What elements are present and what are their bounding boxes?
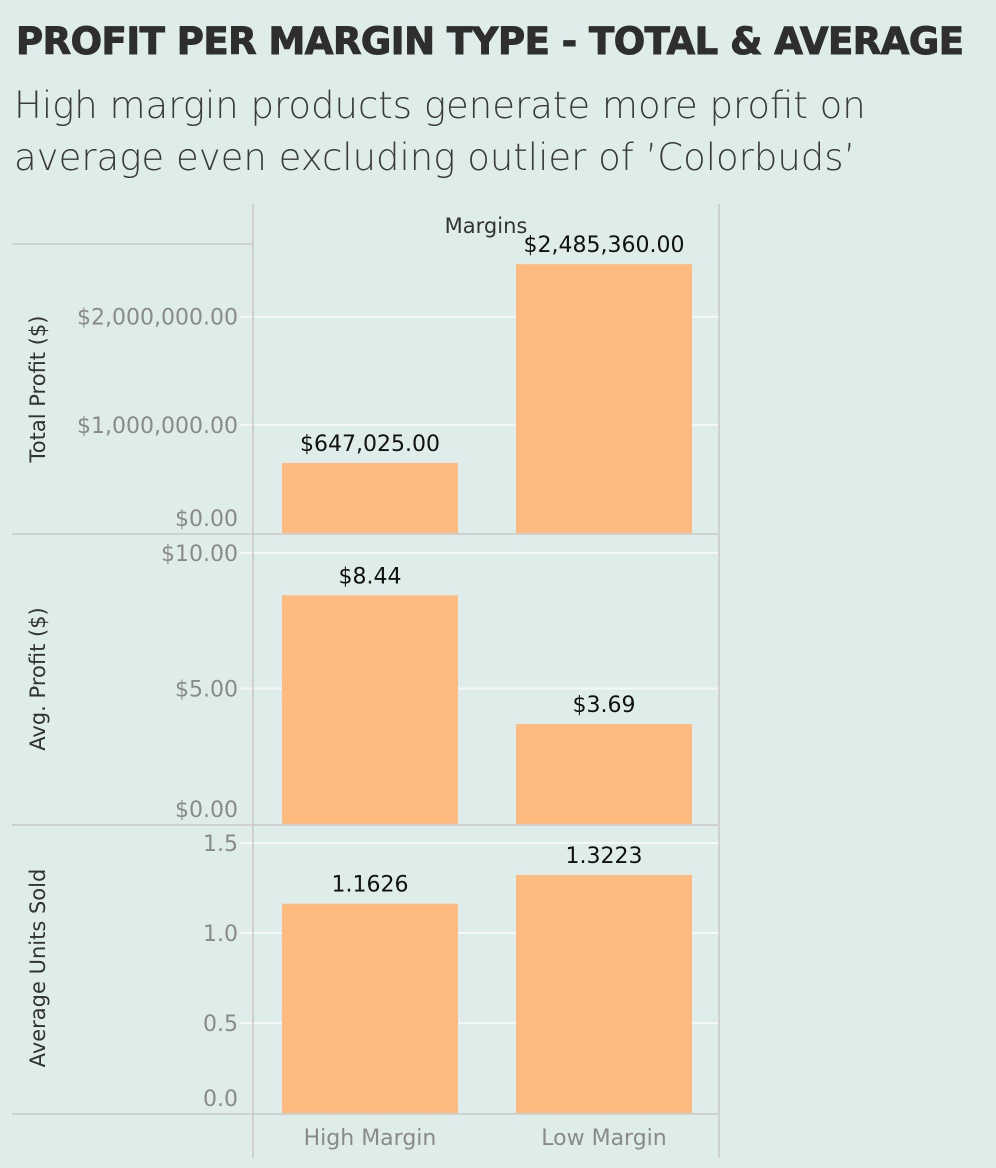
bar xyxy=(516,264,692,533)
bar xyxy=(282,595,458,824)
y-tick-label: $2,000,000.00 xyxy=(77,306,238,331)
x-category-label: High Margin xyxy=(304,1126,437,1151)
data-label: 1.3223 xyxy=(566,844,643,869)
x-category-label: Low Margin xyxy=(541,1126,666,1151)
column-header: Margins xyxy=(445,214,528,238)
y-axis-title: Total Profit ($) xyxy=(26,316,50,464)
data-label: $647,025.00 xyxy=(300,432,440,457)
data-label: $3.69 xyxy=(573,693,636,718)
y-tick-label: 1.5 xyxy=(203,832,238,857)
bar xyxy=(516,874,692,1113)
bar xyxy=(282,463,458,533)
y-tick-label: $0.00 xyxy=(175,798,238,823)
y-tick-label: $10.00 xyxy=(161,542,238,567)
y-tick-label: $1,000,000.00 xyxy=(77,414,238,439)
chart-title: PROFIT PER MARGIN TYPE - TOTAL & AVERAGE xyxy=(16,20,965,64)
chart-subtitle: High margin products generate more profi… xyxy=(14,84,866,179)
y-axis-title: Avg. Profit ($) xyxy=(26,607,50,750)
y-tick-label: $5.00 xyxy=(175,678,238,703)
data-label: $2,485,360.00 xyxy=(524,233,685,258)
bar xyxy=(516,724,692,824)
profit-bar-chart: Margins $0.00 $1,000,000.00 $2,000,000.00 $6… xyxy=(12,204,720,1158)
y-tick-label: 0.0 xyxy=(203,1087,238,1112)
y-tick-label: 0.5 xyxy=(203,1012,238,1037)
y-axis-title: Average Units Sold xyxy=(26,869,50,1068)
data-label: 1.1626 xyxy=(332,873,409,898)
data-label: $8.44 xyxy=(339,564,402,589)
y-tick-label: 1.0 xyxy=(203,922,238,947)
y-tick-label: $0.00 xyxy=(175,507,238,532)
bar xyxy=(282,903,458,1113)
